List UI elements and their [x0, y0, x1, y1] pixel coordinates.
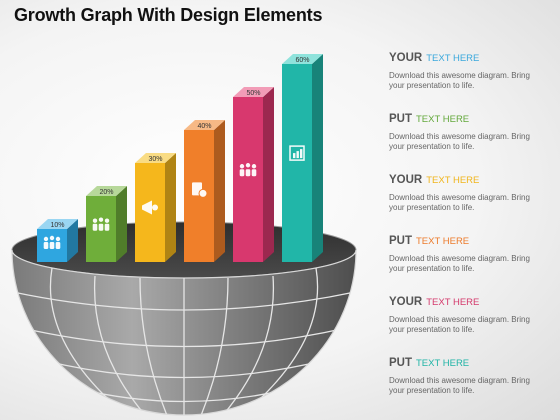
bar-side-3: [165, 153, 176, 262]
label-description-line-1: Download this awesome diagram. Bring: [389, 132, 530, 141]
label-item-4: PUT TEXT HERE Download this awesome diagra…: [389, 235, 559, 273]
label-item-6: PUT TEXT HERE Download this awesome diagra…: [389, 357, 559, 395]
label-item-3: YOUR TEXT HERE Download this awesome diagr…: [389, 174, 559, 212]
label-description-line-2: your presentation to life.: [389, 324, 475, 334]
label-item-2: PUT TEXT HERE Download this awesome diagra…: [389, 113, 559, 151]
label-description: Download this awesome diagram. Bring your…: [389, 254, 559, 273]
bar-front-4: [184, 130, 214, 262]
label-heading: PUT TEXT HERE: [389, 235, 559, 248]
bar-top-1: [37, 219, 78, 229]
label-description-line-1: Download this awesome diagram. Bring: [389, 71, 530, 80]
label-keyword: YOUR: [389, 174, 423, 186]
label-description: Download this awesome diagram. Bring your…: [389, 193, 559, 212]
growth-icon: [289, 145, 305, 161]
bar-value-label-1: 10%: [50, 222, 64, 229]
bars-group: 10% 20% 30% 40% 50% 60%: [37, 54, 323, 262]
bar-side-2: [116, 186, 127, 262]
label-keyword: YOUR: [389, 52, 423, 64]
label-description-line-1: Download this awesome diagram. Bring: [389, 315, 530, 324]
label-value: TEXT HERE: [426, 53, 480, 64]
bar-3: 30%: [135, 153, 176, 262]
bar-value-label-5: 50%: [246, 90, 260, 97]
page-title: Growth Graph With Design Elements: [14, 5, 323, 25]
label-description-line-2: your presentation to life.: [389, 385, 475, 395]
label-description: Download this awesome diagram. Bring your…: [389, 315, 559, 334]
bar-side-6: [312, 54, 323, 262]
bar-value-label-3: 30%: [148, 156, 162, 163]
group-icon: [92, 217, 110, 231]
bar-value-label-6: 60%: [295, 57, 309, 64]
bar-side-1: [67, 219, 78, 262]
label-heading: YOUR TEXT HERE: [389, 296, 559, 309]
label-value: TEXT HERE: [416, 358, 470, 369]
bar-5: 50%: [233, 87, 274, 262]
label-keyword: PUT: [389, 113, 412, 125]
label-description-line-1: Download this awesome diagram. Bring: [389, 376, 530, 385]
bar-front-6: [282, 64, 312, 262]
bar-side-5: [263, 87, 274, 262]
label-description-line-1: Download this awesome diagram. Bring: [389, 193, 530, 202]
label-description: Download this awesome diagram. Bring your…: [389, 71, 559, 90]
bar-value-label-2: 20%: [99, 189, 113, 196]
bar-6: 60%: [282, 54, 323, 262]
team-icon: [239, 163, 257, 177]
label-value: TEXT HERE: [416, 236, 470, 247]
label-heading: PUT TEXT HERE: [389, 113, 559, 126]
label-keyword: YOUR: [389, 296, 423, 308]
label-item-5: YOUR TEXT HERE Download this awesome diagr…: [389, 296, 559, 334]
label-value: TEXT HERE: [426, 297, 480, 308]
label-keyword: PUT: [389, 235, 412, 247]
label-description-line-1: Download this awesome diagram. Bring: [389, 254, 530, 263]
globe-bowl: [11, 249, 357, 416]
label-heading: YOUR TEXT HERE: [389, 174, 559, 187]
label-description-line-2: your presentation to life.: [389, 80, 475, 90]
label-description-line-2: your presentation to life.: [389, 263, 475, 273]
label-value: TEXT HERE: [426, 175, 480, 186]
label-description-line-2: your presentation to life.: [389, 141, 475, 151]
people-icon: [43, 235, 61, 249]
label-description: Download this awesome diagram. Bring your…: [389, 376, 559, 395]
label-description-line-2: your presentation to life.: [389, 202, 475, 212]
label-value: TEXT HERE: [416, 114, 470, 125]
bar-top-3: [135, 153, 176, 163]
bar-top-4: [184, 120, 225, 130]
bar-4: 40%: [184, 120, 225, 262]
label-item-1: YOUR TEXT HERE Download this awesome diagr…: [389, 52, 559, 90]
bar-top-6: [282, 54, 323, 64]
bar-1: 10%: [37, 219, 78, 262]
bar-side-4: [214, 120, 225, 262]
label-keyword: PUT: [389, 357, 412, 369]
report-icon: [192, 182, 208, 198]
label-heading: PUT TEXT HERE: [389, 357, 559, 370]
label-heading: YOUR TEXT HERE: [389, 52, 559, 65]
label-description: Download this awesome diagram. Bring your…: [389, 132, 559, 151]
bar-2: 20%: [86, 186, 127, 262]
megaphone-icon: [142, 200, 158, 215]
bar-front-5: [233, 97, 263, 262]
bar-top-2: [86, 186, 127, 196]
bar-value-label-4: 40%: [197, 123, 211, 130]
bar-top-5: [233, 87, 274, 97]
